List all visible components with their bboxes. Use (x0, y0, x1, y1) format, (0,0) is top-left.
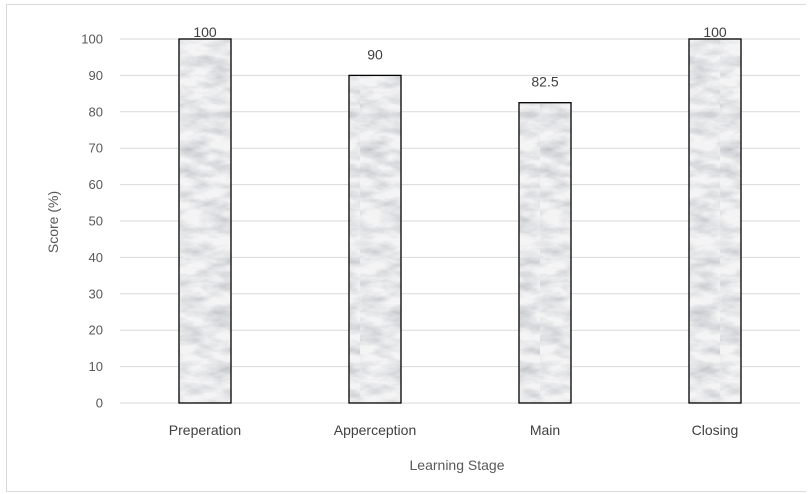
bar-main (518, 102, 572, 404)
y-tick-label: 90 (89, 68, 103, 83)
y-tick-label: 40 (89, 250, 103, 265)
y-tick-label: 50 (89, 214, 103, 229)
data-label-preperation: 100 (193, 24, 217, 40)
category-label-preperation: Preperation (169, 422, 241, 438)
y-tick-label: 60 (89, 177, 103, 192)
y-tick-label: 10 (89, 359, 103, 374)
gridlines (120, 38, 800, 404)
y-tick-label: 30 (89, 286, 103, 301)
y-tick-label: 0 (96, 396, 103, 411)
y-tick-label: 70 (89, 141, 103, 156)
bar-closing (688, 38, 742, 404)
bar-apperception (348, 74, 402, 404)
category-label-apperception: Apperception (334, 422, 417, 438)
y-axis-title: Score (%) (45, 191, 61, 253)
data-label-closing: 100 (703, 24, 727, 40)
data-labels: 100 90 82.5 100 (193, 24, 727, 90)
category-label-closing: Closing (692, 422, 739, 438)
data-label-main: 82.5 (531, 74, 558, 90)
category-label-main: Main (530, 422, 560, 438)
y-axis-ticks: 0 10 20 30 40 50 60 70 80 90 100 (81, 32, 103, 411)
y-tick-label: 80 (89, 104, 103, 119)
chart-frame (6, 4, 806, 492)
y-tick-label: 20 (89, 323, 103, 338)
x-axis-categories: Preperation Apperception Main Closing (169, 422, 739, 438)
bar-preperation (178, 38, 232, 404)
x-axis-title: Learning Stage (410, 457, 505, 473)
bars (178, 38, 742, 404)
data-label-apperception: 90 (367, 46, 383, 62)
y-tick-label: 100 (81, 32, 103, 47)
